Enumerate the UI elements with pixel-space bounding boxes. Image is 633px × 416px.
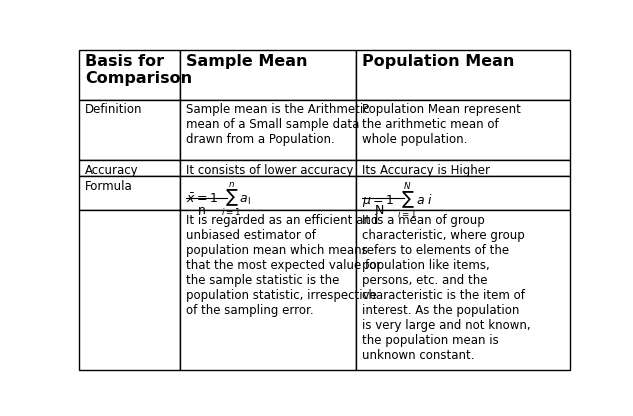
Text: Population Mean: Population Mean [362,54,515,69]
Text: Definition: Definition [85,104,142,116]
Text: Its Accuracy is Higher: Its Accuracy is Higher [362,164,490,177]
Bar [356,161,570,176]
Text: Formula: Formula [85,180,133,193]
Text: Accuracy: Accuracy [85,164,139,177]
Bar [180,161,356,176]
Bar [356,210,570,370]
Bar [180,176,356,210]
Bar [356,50,570,99]
Text: Population Mean represent
the arithmetic mean of
whole population.: Population Mean represent the arithmetic… [362,104,521,146]
Text: N: N [375,204,384,217]
Bar [79,50,180,99]
Bar [79,99,180,161]
Bar [79,210,180,370]
Text: Sample Mean: Sample Mean [185,54,307,69]
Text: n: n [198,204,206,217]
Bar [79,161,180,176]
Bar [180,50,356,99]
Bar [356,176,570,210]
Text: It is a mean of group
characteristic, where group
refers to elements of the
popu: It is a mean of group characteristic, wh… [362,214,531,362]
Text: It consists of lower accuracy: It consists of lower accuracy [185,164,353,177]
Bar [79,176,180,210]
Text: $\bar{x}=1\ \sum_{i=1}^{n}a_{\mathrm{I}}$: $\bar{x}=1\ \sum_{i=1}^{n}a_{\mathrm{I}}… [185,180,251,218]
Bar [180,99,356,161]
Bar [356,99,570,161]
Bar [180,210,356,370]
Text: It is regarded as an efficient and
unbiased estimator of
population mean which m: It is regarded as an efficient and unbia… [185,214,381,317]
Text: Sample mean is the Arithmetic
mean of a Small sample data
drawn from a Populatio: Sample mean is the Arithmetic mean of a … [185,104,369,146]
Text: Basis for
Comparison: Basis for Comparison [85,54,192,86]
Text: $\mu=1\ \sum_{i=1}^{N}a\ i$: $\mu=1\ \sum_{i=1}^{N}a\ i$ [362,180,434,220]
